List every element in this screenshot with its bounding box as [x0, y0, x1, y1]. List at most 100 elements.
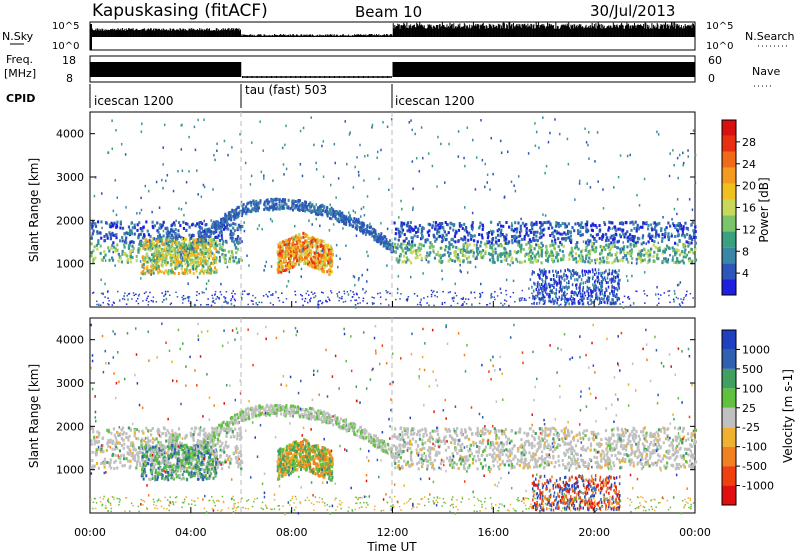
- power-cell: [213, 247, 216, 251]
- power-cell: [562, 257, 565, 261]
- power-cell: [359, 227, 362, 231]
- power-cell: [226, 218, 229, 222]
- power-cell: [394, 237, 397, 241]
- power-cell: [202, 259, 205, 263]
- power-cell: [338, 213, 341, 217]
- power-cell: [399, 254, 402, 258]
- power-cell: [471, 249, 474, 253]
- power-cell: [238, 225, 242, 229]
- power-cell: [601, 237, 604, 241]
- power-cell: [323, 265, 326, 269]
- power-cell: [670, 232, 673, 236]
- power-cell: [343, 221, 346, 225]
- power-cell: [656, 247, 660, 251]
- power-cell: [561, 232, 564, 236]
- power-cell: [278, 263, 281, 267]
- power-cell: [690, 235, 693, 239]
- power-cell: [307, 202, 310, 206]
- power-cell: [129, 256, 132, 260]
- power-cell: [302, 249, 304, 253]
- power-cell: [501, 253, 504, 257]
- power-cell: [438, 254, 441, 258]
- power-cell: [630, 248, 633, 252]
- power-cell: [218, 223, 221, 227]
- power-cell: [159, 237, 162, 241]
- power-cell: [306, 249, 309, 253]
- power-cell: [309, 253, 312, 257]
- power-cell: [310, 249, 313, 253]
- power-cell: [486, 232, 488, 235]
- power-cell: [629, 153, 631, 157]
- power-cell: [616, 259, 619, 263]
- power-cell: [110, 246, 113, 250]
- power-cell: [639, 256, 642, 260]
- power-cell: [357, 220, 360, 224]
- power-cell: [300, 267, 303, 271]
- power-cell: [140, 208, 143, 212]
- power-cell: [535, 238, 538, 242]
- power-cell: [453, 234, 457, 238]
- power-cell: [96, 230, 99, 234]
- power-cell: [263, 202, 266, 206]
- power-cell: [296, 207, 299, 211]
- power-cell: [599, 245, 602, 249]
- power-cell: [631, 257, 634, 261]
- power-cell: [611, 277, 614, 281]
- power-cell: [260, 170, 263, 174]
- power-cell: [694, 153, 697, 157]
- power-cell: [667, 258, 669, 261]
- power-cell: [150, 243, 153, 247]
- power-cell: [238, 241, 242, 245]
- power-cell: [114, 179, 117, 182]
- power-cell: [255, 203, 258, 207]
- power-cell: [610, 241, 613, 245]
- power-cell: [177, 252, 180, 256]
- power-cell: [119, 256, 122, 260]
- power-cell: [690, 241, 693, 245]
- power-cell: [497, 239, 501, 243]
- power-cell: [595, 246, 598, 250]
- power-cell: [181, 264, 184, 268]
- power-cell: [315, 241, 318, 245]
- power-cell: [272, 179, 274, 182]
- power-cell: [665, 244, 669, 248]
- power-cell: [294, 205, 297, 209]
- power-cell: [545, 221, 548, 225]
- power-cell: [546, 256, 550, 260]
- power-cell: [283, 206, 286, 210]
- power-cell: [557, 252, 560, 256]
- power-cell: [198, 231, 201, 235]
- power-cell: [174, 251, 177, 255]
- power-cell: [281, 206, 284, 210]
- power-cell: [292, 204, 295, 208]
- power-cell: [473, 234, 476, 238]
- power-cell: [269, 217, 272, 221]
- power-cell: [667, 246, 670, 250]
- power-cell: [203, 118, 205, 122]
- power-cell: [167, 230, 170, 234]
- power-cell: [218, 238, 222, 242]
- power-cell: [236, 226, 239, 230]
- power-cell: [291, 199, 294, 203]
- power-cell: [555, 251, 558, 255]
- power-cell: [677, 176, 679, 180]
- power-cell: [617, 227, 620, 231]
- power-cell: [175, 255, 178, 259]
- power-cell: [153, 241, 156, 245]
- power-cell: [99, 244, 102, 248]
- power-cell: [385, 238, 388, 242]
- power-cell: [619, 250, 623, 254]
- power-cell: [608, 247, 611, 251]
- power-cell: [279, 264, 282, 268]
- power-cell: [587, 238, 590, 242]
- power-cell: [119, 220, 122, 224]
- power-cell: [158, 226, 161, 230]
- power-cell: [284, 238, 287, 242]
- power-cell: [348, 220, 351, 224]
- power-cell: [326, 206, 329, 210]
- power-cell: [352, 186, 355, 189]
- power-cell: [579, 233, 582, 237]
- power-cell: [456, 253, 460, 257]
- power-cell: [224, 212, 227, 216]
- power-cell: [155, 250, 158, 254]
